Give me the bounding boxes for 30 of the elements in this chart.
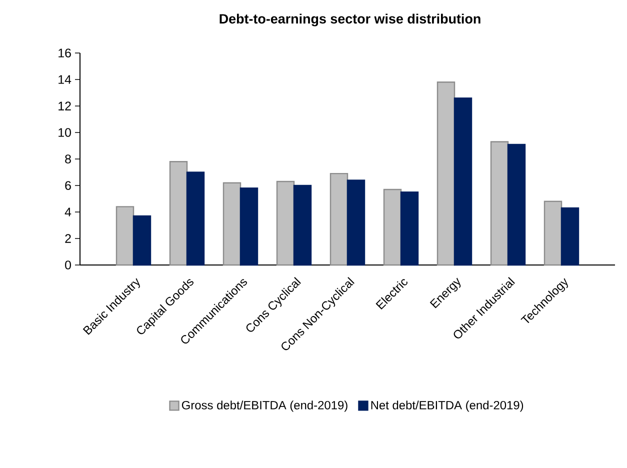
y-tick-label: 12 xyxy=(58,102,71,110)
bar xyxy=(132,215,152,266)
bar xyxy=(222,182,242,266)
bar xyxy=(507,144,526,266)
y-tick-label: 8 xyxy=(65,154,71,164)
bar xyxy=(560,207,580,266)
bar xyxy=(169,161,188,266)
y-tick-label: 4 xyxy=(64,208,72,216)
bar xyxy=(330,172,348,266)
bar xyxy=(383,188,402,266)
bar xyxy=(544,200,562,266)
legend-label: Net debt/EBITDA (end-2019) xyxy=(371,400,524,412)
chart-title: Debt-to-earnings sector wise distribution xyxy=(220,14,480,26)
bar xyxy=(116,206,134,266)
bar xyxy=(240,188,258,266)
y-tick-label: 6 xyxy=(65,181,71,190)
bar xyxy=(186,172,205,266)
bar xyxy=(293,184,312,266)
y-tick-label: 10 xyxy=(58,128,71,137)
bar xyxy=(454,97,472,266)
y-tick-label: 16 xyxy=(58,48,71,58)
y-tick-label: 2 xyxy=(65,234,71,243)
bar xyxy=(276,180,295,266)
bar xyxy=(436,82,456,266)
bar xyxy=(490,141,509,266)
legend-label: Gross debt/EBITDA (end-2019) xyxy=(182,400,348,412)
bar xyxy=(400,192,419,266)
y-tick-label: 14 xyxy=(58,75,72,84)
bar xyxy=(346,180,366,266)
y-tick-label: 0 xyxy=(65,260,71,270)
